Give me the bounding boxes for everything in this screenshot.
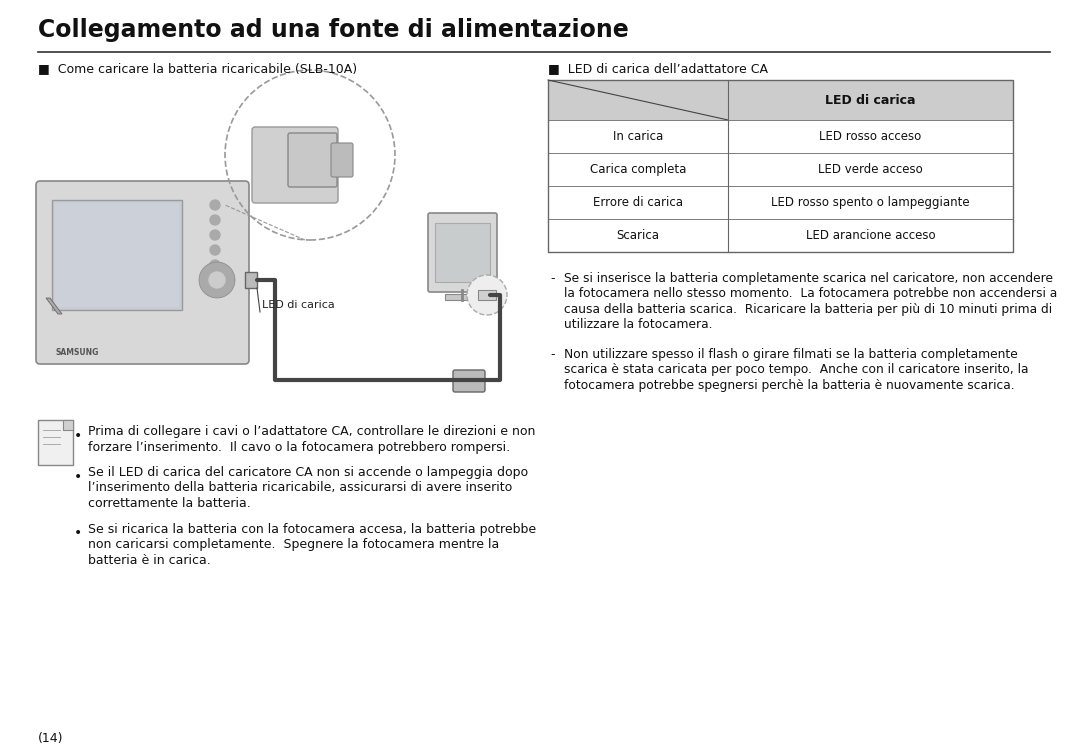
Circle shape [210,230,220,240]
Text: utilizzare la fotocamera.: utilizzare la fotocamera. [564,319,713,331]
Text: Se il LED di carica del caricatore CA non si accende o lampeggia dopo: Se il LED di carica del caricatore CA no… [87,466,528,479]
FancyBboxPatch shape [453,370,485,392]
FancyBboxPatch shape [428,213,497,292]
Bar [38,420,73,465]
Text: Carica completa: Carica completa [590,163,686,176]
Text: •: • [75,527,82,541]
Text: Errore di carica: Errore di carica [593,196,683,209]
Polygon shape [63,420,73,430]
Text: Se si inserisce la batteria completamente scarica nel caricatore, non accendere: Se si inserisce la batteria completament… [564,272,1053,285]
Circle shape [199,262,235,298]
Text: Prima di collegare i cavi o l’adattatore CA, controllare le direzioni e non: Prima di collegare i cavi o l’adattatore… [87,425,536,438]
Text: SAMSUNG: SAMSUNG [55,348,98,357]
FancyBboxPatch shape [330,143,353,177]
Text: la fotocamera nello stesso momento.  La fotocamera potrebbe non accendersi a: la fotocamera nello stesso momento. La f… [564,287,1057,301]
Circle shape [210,245,220,255]
Text: scarica è stata caricata per poco tempo.  Anche con il caricatore inserito, la: scarica è stata caricata per poco tempo.… [564,363,1028,377]
Text: (14): (14) [38,732,64,745]
Text: In carica: In carica [612,130,663,143]
Text: fotocamera potrebbe spegnersi perchè la batteria è nuovamente scarica.: fotocamera potrebbe spegnersi perchè la … [564,379,1014,392]
Text: Non utilizzare spesso il flash o girare filmati se la batteria completamente: Non utilizzare spesso il flash o girare … [564,348,1017,361]
Text: LED verde acceso: LED verde acceso [819,163,923,176]
Text: Scarica: Scarica [617,229,660,242]
Bar [52,200,183,310]
Text: forzare l’inserimento.  Il cavo o la fotocamera potrebbero rompersi.: forzare l’inserimento. Il cavo o la foto… [87,440,510,454]
Bar [548,80,1013,120]
Text: Collegamento ad una fonte di alimentazione: Collegamento ad una fonte di alimentazio… [38,18,629,42]
Text: LED arancione acceso: LED arancione acceso [806,229,935,242]
Text: l’inserimento della batteria ricaricabile, assicurarsi di avere inserito: l’inserimento della batteria ricaricabil… [87,481,512,495]
Text: LED di carica: LED di carica [262,300,335,310]
Circle shape [210,215,220,225]
Text: -: - [550,272,554,285]
Text: ■  Come caricare la batteria ricaricabile (SLB-10A): ■ Come caricare la batteria ricaricabile… [38,62,357,75]
Text: LED rosso acceso: LED rosso acceso [820,130,921,143]
FancyBboxPatch shape [36,181,249,364]
Text: correttamente la batteria.: correttamente la batteria. [87,497,251,510]
FancyBboxPatch shape [252,127,338,203]
Bar [55,203,179,307]
Text: LED di carica: LED di carica [825,93,916,107]
Text: batteria è in carica.: batteria è in carica. [87,554,211,566]
Circle shape [210,260,220,270]
Bar [445,294,480,300]
Text: •: • [75,470,82,484]
Text: LED rosso spento o lampeggiante: LED rosso spento o lampeggiante [771,196,970,209]
Circle shape [210,200,220,210]
Text: -: - [550,348,554,361]
Bar [548,80,1013,252]
Bar [245,272,257,288]
Circle shape [467,275,507,315]
Text: Se si ricarica la batteria con la fotocamera accesa, la batteria potrebbe: Se si ricarica la batteria con la fotoca… [87,522,536,536]
Bar [478,290,496,300]
Bar [435,223,490,282]
Text: •: • [75,429,82,443]
Text: causa della batteria scarica.  Ricaricare la batteria per più di 10 minuti prima: causa della batteria scarica. Ricaricare… [564,303,1052,316]
Text: non caricarsi completamente.  Spegnere la fotocamera mentre la: non caricarsi completamente. Spegnere la… [87,538,499,551]
FancyBboxPatch shape [288,133,337,187]
Polygon shape [46,298,62,314]
Text: ■  LED di carica dell’adattatore CA: ■ LED di carica dell’adattatore CA [548,62,768,75]
Circle shape [210,272,225,288]
